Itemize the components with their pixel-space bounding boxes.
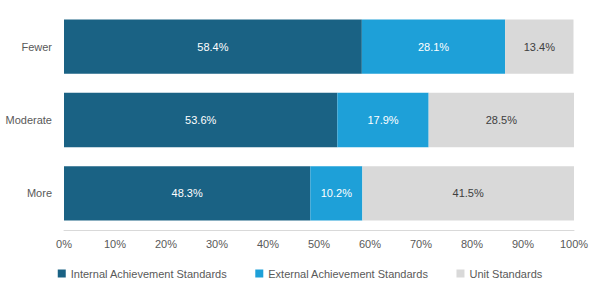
svg-text:28.5%: 28.5%	[486, 114, 517, 126]
svg-text:53.6%: 53.6%	[185, 114, 216, 126]
svg-text:External Achievement Standards: External Achievement Standards	[268, 268, 428, 280]
svg-text:Moderate: Moderate	[6, 114, 52, 126]
svg-text:10.2%: 10.2%	[321, 187, 352, 199]
svg-text:17.9%: 17.9%	[367, 114, 398, 126]
svg-text:58.4%: 58.4%	[197, 41, 228, 53]
svg-text:More: More	[27, 187, 52, 199]
svg-text:48.3%: 48.3%	[172, 187, 203, 199]
svg-text:Unit Standards: Unit Standards	[469, 268, 542, 280]
svg-text:40%: 40%	[257, 238, 279, 250]
svg-text:28.1%: 28.1%	[418, 41, 449, 53]
svg-text:50%: 50%	[308, 238, 330, 250]
svg-text:70%: 70%	[410, 238, 432, 250]
svg-text:13.4%: 13.4%	[524, 41, 555, 53]
svg-text:90%: 90%	[512, 238, 534, 250]
svg-text:100%: 100%	[560, 238, 588, 250]
svg-text:30%: 30%	[206, 238, 228, 250]
svg-text:0%: 0%	[56, 238, 72, 250]
svg-text:60%: 60%	[359, 238, 381, 250]
svg-text:Fewer: Fewer	[21, 41, 52, 53]
svg-text:41.5%: 41.5%	[453, 187, 484, 199]
svg-text:10%: 10%	[104, 238, 126, 250]
svg-text:20%: 20%	[155, 238, 177, 250]
svg-text:Internal Achievement Standards: Internal Achievement Standards	[71, 268, 227, 280]
svg-text:80%: 80%	[461, 238, 483, 250]
